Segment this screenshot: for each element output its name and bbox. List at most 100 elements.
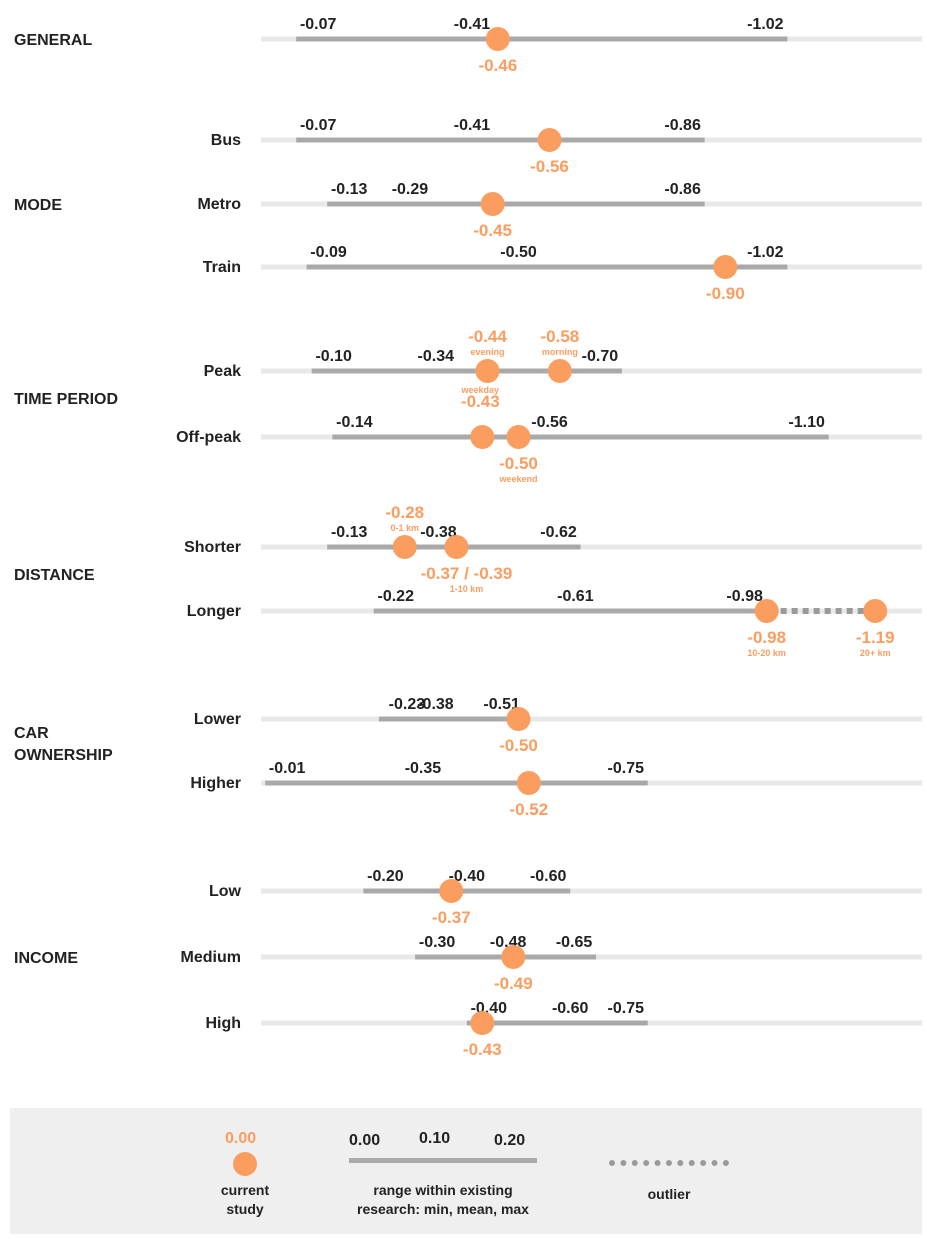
max-label-1-0: -0.86 xyxy=(664,117,701,134)
max-label-2-1: -1.10 xyxy=(788,414,825,431)
current-dot-3-1-0 xyxy=(755,599,779,623)
current-dot-1-0-0 xyxy=(538,128,562,152)
row-label-1-2: Train xyxy=(203,259,241,276)
current-dot-0-0-0 xyxy=(486,27,510,51)
current-dot-4-1-0 xyxy=(517,771,541,795)
current-label-2-1-1: -0.50 xyxy=(499,454,538,473)
current-dot-1-2-0 xyxy=(713,255,737,279)
max-label-1-2: -1.02 xyxy=(747,244,784,261)
current-label-3-0-1: -0.37 / -0.39 xyxy=(421,564,513,583)
current-label-4-0-0: -0.50 xyxy=(499,736,538,755)
current-label-4-1-0: -0.52 xyxy=(509,800,548,819)
min-label-5-0: -0.20 xyxy=(367,868,404,885)
min-label-1-1: -0.13 xyxy=(331,181,368,198)
current-label-1-1-0: -0.45 xyxy=(473,221,512,240)
current-note-2-0-0: evening xyxy=(470,347,504,357)
current-label-5-0-0: -0.37 xyxy=(432,908,471,927)
max-label-5-0: -0.60 xyxy=(530,868,567,885)
current-dot-2-1-1 xyxy=(507,425,531,449)
current-dot-3-0-0 xyxy=(393,535,417,559)
legend-range-label-2: research: min, mean, max xyxy=(318,1200,568,1219)
current-label-0-0-0: -0.46 xyxy=(478,56,517,75)
current-dot-2-1-0 xyxy=(470,425,494,449)
row-label-3-0: Shorter xyxy=(184,539,241,556)
current-dot-2-0-0 xyxy=(475,359,499,383)
group-label-2: TIME PERIOD xyxy=(14,391,118,408)
current-dot-5-0-0 xyxy=(439,879,463,903)
row-label-1-0: Bus xyxy=(211,132,241,149)
current-dot-4-0-0 xyxy=(507,707,531,731)
current-label-2-0-1: -0.58 xyxy=(540,327,579,346)
current-note-3-1-1: 20+ km xyxy=(860,648,891,658)
min-label-3-1: -0.22 xyxy=(378,588,415,605)
group-label-4-line-2: OWNERSHIP xyxy=(14,747,113,764)
row-label-3-1: Longer xyxy=(187,603,241,620)
current-note-3-0-1: 1-10 km xyxy=(450,584,484,594)
min-label-4-1: -0.01 xyxy=(269,760,306,777)
mean-label-1-0: -0.41 xyxy=(454,117,491,134)
mean-label-1-1: -0.29 xyxy=(392,181,429,198)
row-label-4-0: Lower xyxy=(194,711,241,728)
current-label-2-0-0: -0.44 xyxy=(468,327,507,346)
legend-range-tick-1: 0.10 xyxy=(419,1130,450,1148)
group-label-5: INCOME xyxy=(14,950,78,967)
group-label-4-line-1: CAR xyxy=(14,725,49,742)
current-dot-3-1-1 xyxy=(863,599,887,623)
legend-range-tick-2: 0.20 xyxy=(494,1132,525,1150)
max-label-2-0: -0.70 xyxy=(582,348,619,365)
current-label-3-0-0: -0.28 xyxy=(385,503,424,522)
group-label-3: DISTANCE xyxy=(14,567,95,584)
group-label-0: GENERAL xyxy=(14,32,92,49)
min-label-2-0: -0.10 xyxy=(315,348,352,365)
min-label-2-1: -0.14 xyxy=(336,414,373,431)
row-label-5-2: High xyxy=(205,1015,241,1032)
row-label-2-0: Peak xyxy=(204,363,241,380)
elasticity-range-chart: GENERAL -0.07 -0.41 -1.02 -0.46 MODE Bus -0.07 -… xyxy=(0,0,927,1100)
current-dot-2-0-1 xyxy=(548,359,572,383)
row-label-5-0: Low xyxy=(209,883,242,900)
mean-label-0-0: -0.41 xyxy=(454,16,491,33)
max-label-3-1: -0.98 xyxy=(726,588,763,605)
legend-current-label-1: current xyxy=(190,1181,300,1200)
row-label-5-1: Medium xyxy=(181,949,241,966)
current-note-2-1-0: weekday xyxy=(461,385,500,395)
legend-current-value: 0.00 xyxy=(225,1130,256,1148)
current-note-3-1-0: 10-20 km xyxy=(747,648,786,658)
current-dot-5-2-0 xyxy=(470,1011,494,1035)
mean-label-2-1: -0.56 xyxy=(531,414,568,431)
mean-label-4-1: -0.35 xyxy=(405,760,442,777)
max-label-0-0: -1.02 xyxy=(747,16,784,33)
max-label-4-1: -0.75 xyxy=(608,760,645,777)
max-label-1-1: -0.86 xyxy=(664,181,701,198)
legend-outlier-line xyxy=(609,1160,729,1166)
group-label-1: MODE xyxy=(14,197,62,214)
max-label-3-0: -0.62 xyxy=(540,524,577,541)
legend: 0.00 current study 0.00 0.10 0.20 range … xyxy=(10,1108,922,1234)
current-dot-1-1-0 xyxy=(481,192,505,216)
row-label-4-1: Higher xyxy=(190,775,241,792)
row-label-1-1: Metro xyxy=(197,196,241,213)
row-label-2-1: Off-peak xyxy=(176,429,241,446)
legend-outlier-label: outlier xyxy=(614,1185,724,1204)
min-label-1-0: -0.07 xyxy=(300,117,337,134)
current-note-3-0-0: 0-1 km xyxy=(390,523,419,533)
current-label-1-0-0: -0.56 xyxy=(530,157,569,176)
mean-label-1-2: -0.50 xyxy=(500,244,537,261)
legend-current-label-2: study xyxy=(190,1200,300,1219)
legend-range-label-1: range within existing xyxy=(318,1181,568,1200)
min-label-3-0: -0.13 xyxy=(331,524,368,541)
mean-label-4-0: -0.38 xyxy=(417,696,454,713)
legend-range-tick-0: 0.00 xyxy=(349,1132,380,1150)
legend-range-bar xyxy=(349,1158,537,1163)
current-label-3-1-0: -0.98 xyxy=(747,628,786,647)
current-label-5-1-0: -0.49 xyxy=(494,974,533,993)
legend-current-dot xyxy=(233,1152,257,1176)
current-dot-3-0-1 xyxy=(444,535,468,559)
min-label-0-0: -0.07 xyxy=(300,16,337,33)
current-note-2-1-1: weekend xyxy=(498,474,537,484)
current-label-1-2-0: -0.90 xyxy=(706,284,745,303)
min-label-5-1: -0.30 xyxy=(419,934,456,951)
current-note-2-0-1: morning xyxy=(542,347,578,357)
min-label-1-2: -0.09 xyxy=(310,244,347,261)
current-label-3-1-1: -1.19 xyxy=(856,628,895,647)
